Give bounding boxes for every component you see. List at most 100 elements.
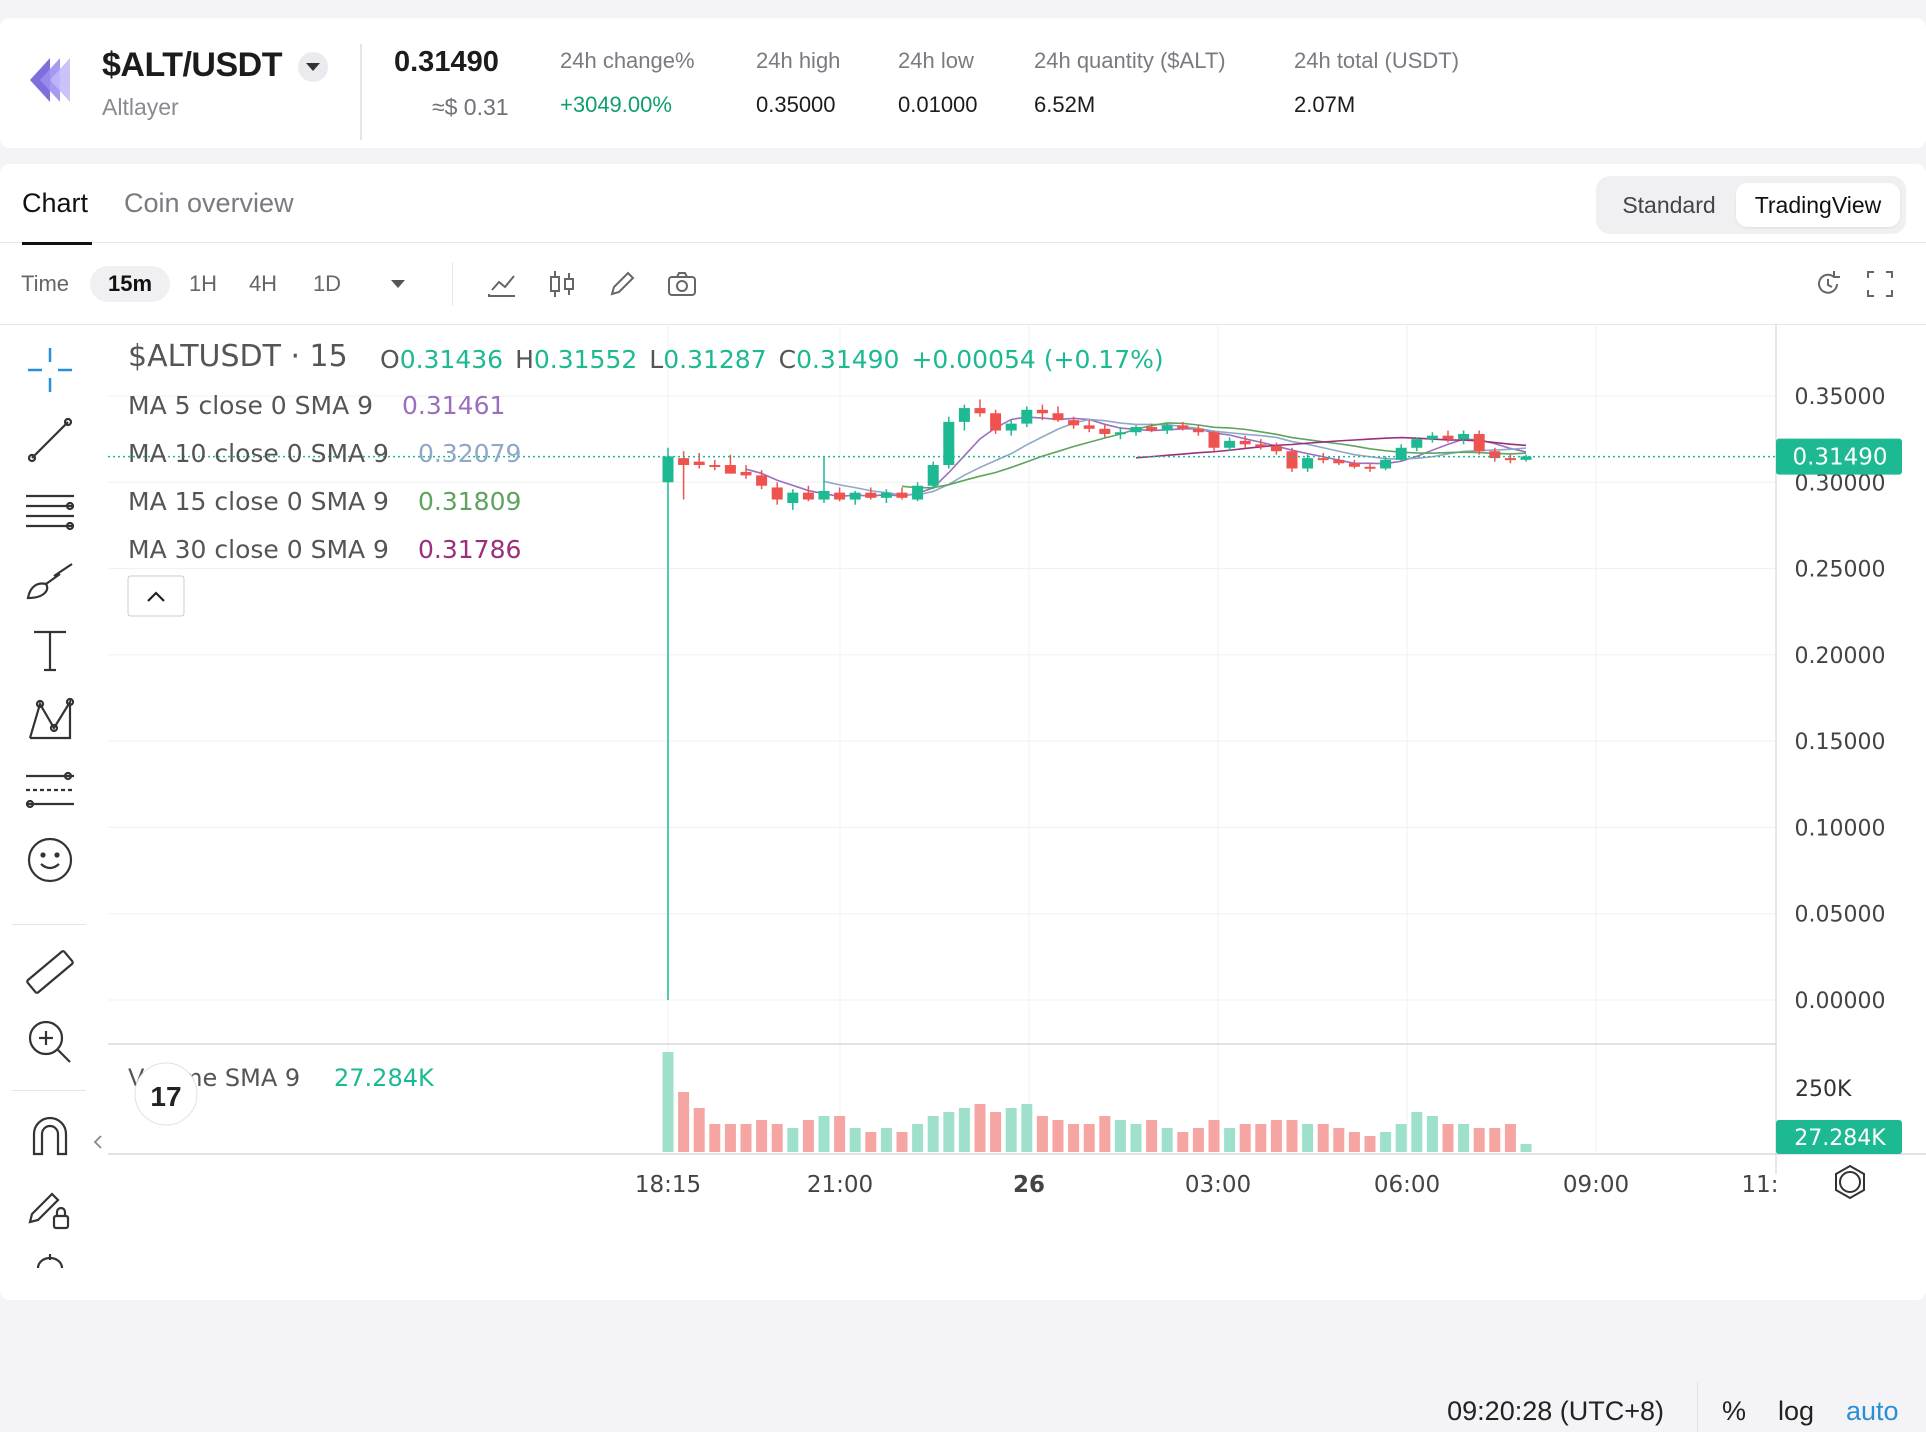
view-toggle: Standard TradingView bbox=[1596, 176, 1906, 234]
stat-high-label: 24h high bbox=[756, 48, 841, 73]
volume-bar bbox=[1317, 1124, 1329, 1152]
chevron-up-icon bbox=[147, 591, 165, 602]
candle-body bbox=[693, 461, 705, 466]
volume-bar bbox=[802, 1120, 814, 1152]
volume-bar bbox=[1489, 1128, 1501, 1152]
candle-body bbox=[1036, 409, 1048, 414]
auto-scale-toggle[interactable]: auto bbox=[1846, 1396, 1899, 1426]
volume-bar bbox=[1099, 1116, 1111, 1152]
interval-1h[interactable]: 1H bbox=[188, 271, 218, 296]
candle-body bbox=[927, 465, 939, 486]
candle-body bbox=[1411, 439, 1423, 448]
volume-bar bbox=[1426, 1116, 1438, 1152]
legend-symbol: $ALTUSDT · 15 bbox=[128, 339, 348, 374]
candle-body bbox=[787, 492, 799, 503]
candle-body bbox=[880, 492, 892, 498]
volume-axis-tick: 250K bbox=[1795, 1077, 1852, 1102]
volume-bar bbox=[896, 1132, 908, 1152]
candle-body bbox=[1270, 446, 1282, 452]
log-scale-toggle[interactable]: log bbox=[1778, 1396, 1815, 1426]
volume-value: 27.284K bbox=[334, 1064, 435, 1092]
volume-bar bbox=[880, 1128, 892, 1152]
ma5-label: MA 5 close 0 SMA 9 bbox=[128, 391, 373, 420]
candle-body bbox=[912, 485, 924, 500]
volume-bar bbox=[1052, 1120, 1064, 1152]
tab-active-indicator bbox=[22, 242, 92, 245]
draw-icon[interactable] bbox=[604, 266, 640, 302]
candle-body bbox=[896, 492, 908, 498]
ruler-icon[interactable] bbox=[20, 942, 80, 1002]
volume-bar bbox=[1161, 1128, 1173, 1152]
lock-drawings-icon[interactable] bbox=[20, 1178, 80, 1238]
candle-body bbox=[1083, 425, 1095, 429]
candle-body bbox=[1286, 451, 1298, 469]
volume-bar bbox=[1130, 1124, 1142, 1152]
emoji-icon[interactable] bbox=[20, 830, 80, 890]
candle-body bbox=[756, 475, 768, 486]
candle-body bbox=[1021, 409, 1033, 424]
price-axis-tick: 0.15000 bbox=[1795, 730, 1886, 755]
trend-line-icon[interactable] bbox=[20, 410, 80, 470]
tradingview-view-button[interactable]: TradingView bbox=[1736, 183, 1900, 227]
tradingview-logo-text: 17 bbox=[150, 1081, 181, 1112]
ma-line bbox=[901, 422, 1527, 489]
standard-view-button[interactable]: Standard bbox=[1622, 192, 1716, 218]
volume-bar bbox=[1192, 1128, 1204, 1152]
brush-icon[interactable] bbox=[20, 550, 80, 610]
collapse-panel-icon[interactable] bbox=[90, 1130, 106, 1154]
volume-bar bbox=[1083, 1124, 1095, 1152]
tab-coin-overview[interactable]: Coin overview bbox=[124, 188, 294, 218]
indicators-icon[interactable] bbox=[484, 266, 520, 302]
fullscreen-icon[interactable] bbox=[1862, 266, 1898, 302]
price-axis-tick: 0.35000 bbox=[1795, 385, 1886, 410]
candle-body bbox=[1177, 425, 1189, 429]
volume-last-label: 27.284K bbox=[1794, 1126, 1886, 1151]
ma5-value: 0.31461 bbox=[402, 391, 505, 420]
stat-quantity-label: 24h quantity ($ALT) bbox=[1034, 48, 1226, 73]
interval-dropdown-icon[interactable] bbox=[380, 266, 416, 302]
volume-bar bbox=[1333, 1128, 1345, 1152]
volume-bar bbox=[1380, 1132, 1392, 1152]
magnet-icon[interactable] bbox=[20, 1108, 80, 1168]
volume-bar bbox=[1224, 1128, 1236, 1152]
volume-bar bbox=[849, 1128, 861, 1152]
volume-bar bbox=[943, 1112, 955, 1152]
volume-last-label-bg bbox=[1776, 1120, 1902, 1154]
text-tool-icon[interactable] bbox=[20, 620, 80, 680]
footer-divider bbox=[1697, 1382, 1698, 1432]
ma10-value: 0.32079 bbox=[418, 439, 521, 468]
interval-1d[interactable]: 1D bbox=[312, 271, 342, 296]
price-axis-tick: 0.30000 bbox=[1795, 471, 1886, 496]
candle-body bbox=[724, 465, 736, 474]
interval-15m[interactable]: 15m bbox=[90, 266, 170, 302]
tab-chart[interactable]: Chart bbox=[22, 188, 89, 218]
crosshair-icon[interactable] bbox=[20, 340, 80, 400]
price-chart[interactable]: 0.35000 0.30000 0.25000 0.20000 0.15000 0.100… bbox=[0, 164, 1926, 1300]
screenshot-icon[interactable] bbox=[664, 266, 700, 302]
candle-body bbox=[709, 465, 721, 468]
price-axis-tick: 0.20000 bbox=[1795, 644, 1886, 669]
percent-scale-toggle[interactable]: % bbox=[1722, 1396, 1747, 1426]
zoom-in-icon[interactable] bbox=[20, 1012, 80, 1072]
pair-name[interactable]: $ALT/USDT bbox=[102, 46, 282, 84]
chart-type-icon[interactable] bbox=[544, 266, 580, 302]
volume-bar bbox=[1208, 1120, 1220, 1152]
replay-icon[interactable] bbox=[1810, 266, 1846, 302]
pair-dropdown-icon[interactable] bbox=[298, 52, 328, 82]
pattern-icon[interactable] bbox=[20, 690, 80, 750]
legend-collapse-button[interactable] bbox=[127, 575, 185, 617]
time-axis-tick: 06:00 bbox=[1374, 1172, 1440, 1198]
volume-bar bbox=[1364, 1136, 1376, 1152]
candle-body bbox=[678, 458, 690, 466]
interval-4h[interactable]: 4H bbox=[248, 271, 278, 296]
trash-icon[interactable] bbox=[20, 1246, 80, 1276]
horizontal-lines-icon[interactable] bbox=[20, 480, 80, 540]
clock-readout[interactable]: 09:20:28 (UTC+8) bbox=[1447, 1396, 1664, 1426]
volume-bar bbox=[1504, 1124, 1516, 1152]
tools-divider bbox=[12, 1090, 86, 1091]
forecast-icon[interactable] bbox=[20, 760, 80, 820]
chart-settings-icon[interactable] bbox=[1835, 1164, 1865, 1200]
volume-bar bbox=[1302, 1124, 1314, 1152]
stat-quantity-value: 6.52M bbox=[1034, 92, 1096, 117]
candle-body bbox=[818, 490, 830, 500]
